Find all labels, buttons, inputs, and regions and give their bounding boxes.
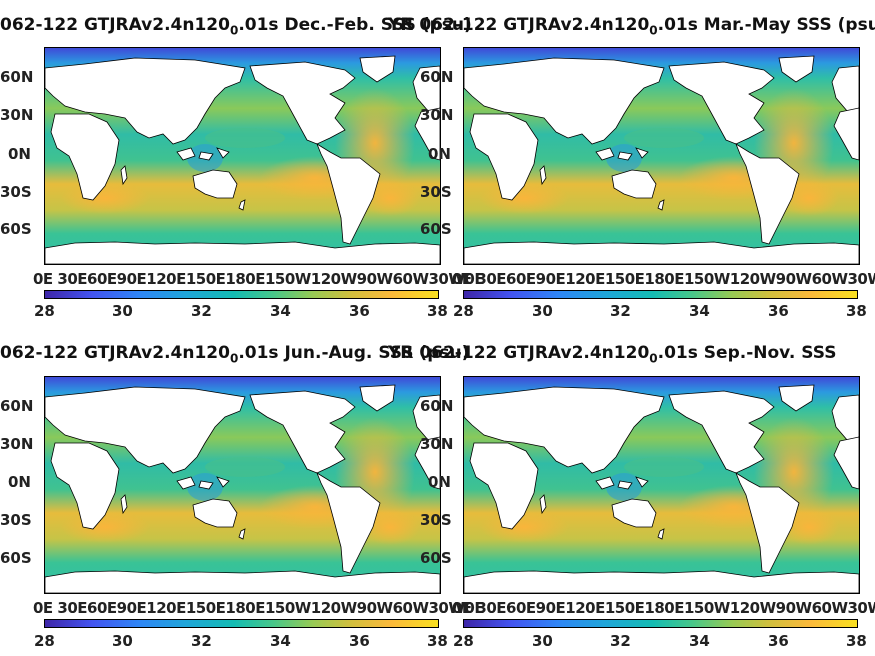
colorbar — [44, 619, 439, 628]
panel-title-son: YR 062-122 GTJRAv2.4n1200.01s Sep.-Nov. … — [388, 343, 836, 365]
colorbar-tick: 38 — [427, 632, 448, 650]
panel-title-text: YR 062-122 GTJRAv2.4n120 — [388, 15, 650, 35]
colorbar-tick: 28 — [34, 632, 55, 650]
panel-title-text: YR 062-122 GTJRAv2.4n120 — [388, 343, 650, 363]
colorbar-tick: 38 — [846, 302, 867, 320]
lat-label: 30N — [0, 435, 34, 453]
colorbar-tick: 32 — [191, 302, 212, 320]
lat-label: 30N — [0, 106, 34, 124]
sss-map-djf — [44, 47, 441, 265]
colorbar-tick: 38 — [846, 632, 867, 650]
sss-map-canvas — [464, 48, 859, 264]
panel-title-text: .01s Dec.-Feb. SSS (psu) — [238, 15, 472, 35]
panel-title-text: .01s Sep.-Nov. SSS — [657, 343, 837, 363]
colorbar-tick: 36 — [349, 302, 370, 320]
sss-map-son — [463, 376, 860, 594]
lat-label: 60N — [420, 68, 454, 86]
lat-label: 30S — [0, 511, 32, 529]
lat-label: 60S — [420, 220, 452, 238]
sss-map-jja — [44, 376, 441, 594]
sss-map-canvas — [45, 48, 440, 264]
colorbar-tick: 30 — [112, 632, 133, 650]
lat-label: 0N — [428, 473, 451, 491]
lon-axis-labels: 0E 30E60E90E120E150E180E150W120W90W60W30… — [452, 599, 875, 617]
colorbar-tick: 28 — [453, 302, 474, 320]
panel-title-text: .01s Jun.-Aug. SSS (psu) — [238, 343, 470, 363]
panel-title-subscript: 0 — [229, 23, 239, 38]
lat-label: 60S — [0, 220, 32, 238]
lon-axis-labels: 0E 30E60E90E120E150E180E150W120W90W60W30… — [33, 270, 485, 288]
lat-label: 30S — [420, 183, 452, 201]
sss-map-canvas — [45, 377, 440, 593]
colorbar-tick: 28 — [453, 632, 474, 650]
panel-title-text: 062-122 GTJRAv2.4n120 — [0, 15, 230, 35]
sss-map-mam — [463, 47, 860, 265]
lat-label: 0N — [8, 473, 31, 491]
lat-label: 60N — [0, 68, 34, 86]
colorbar — [463, 619, 858, 628]
colorbar-tick: 34 — [689, 632, 710, 650]
colorbar-tick: 32 — [610, 632, 631, 650]
colorbar-tick: 30 — [532, 632, 553, 650]
colorbar-tick: 30 — [532, 302, 553, 320]
colorbar-tick: 30 — [112, 302, 133, 320]
lat-label: 60N — [420, 397, 454, 415]
lat-label: 30S — [420, 511, 452, 529]
colorbar-tick: 34 — [270, 302, 291, 320]
panel-title-text: .01s Mar.-May SSS (psu) — [657, 15, 875, 35]
panel-title-mam: YR 062-122 GTJRAv2.4n1200.01s Mar.-May S… — [388, 15, 875, 37]
colorbar-tick: 34 — [270, 632, 291, 650]
sss-map-canvas — [464, 377, 859, 593]
lon-axis-labels: 0E 30E60E90E120E150E180E150W120W90W60W30… — [452, 270, 875, 288]
colorbar-tick: 36 — [349, 632, 370, 650]
lat-label: 60S — [0, 549, 32, 567]
lat-label: 30N — [420, 435, 454, 453]
lon-axis-labels: 0E 30E60E90E120E150E180E150W120W90W60W30… — [33, 599, 485, 617]
colorbar-tick: 36 — [768, 302, 789, 320]
panel-title-subscript: 0 — [229, 351, 239, 366]
panel-title-jja: 062-122 GTJRAv2.4n1200.01s Jun.-Aug. SSS… — [0, 343, 469, 365]
lat-label: 30S — [0, 183, 32, 201]
lat-label: 0N — [428, 145, 451, 163]
colorbar-tick: 28 — [34, 302, 55, 320]
colorbar — [463, 290, 858, 299]
panel-title-subscript: 0 — [649, 351, 658, 366]
colorbar-tick: 32 — [191, 632, 212, 650]
panel-title-djf: 062-122 GTJRAv2.4n1200.01s Dec.-Feb. SSS… — [0, 15, 472, 37]
lat-label: 60N — [0, 397, 34, 415]
panel-title-text: 062-122 GTJRAv2.4n120 — [0, 343, 230, 363]
colorbar-tick: 36 — [768, 632, 789, 650]
colorbar-tick: 32 — [610, 302, 631, 320]
lat-label: 30N — [420, 106, 454, 124]
panel-title-subscript: 0 — [649, 23, 658, 38]
colorbar-tick: 34 — [689, 302, 710, 320]
lat-label: 60S — [420, 549, 452, 567]
colorbar-tick: 38 — [427, 302, 448, 320]
colorbar — [44, 290, 439, 299]
lat-label: 0N — [8, 145, 31, 163]
